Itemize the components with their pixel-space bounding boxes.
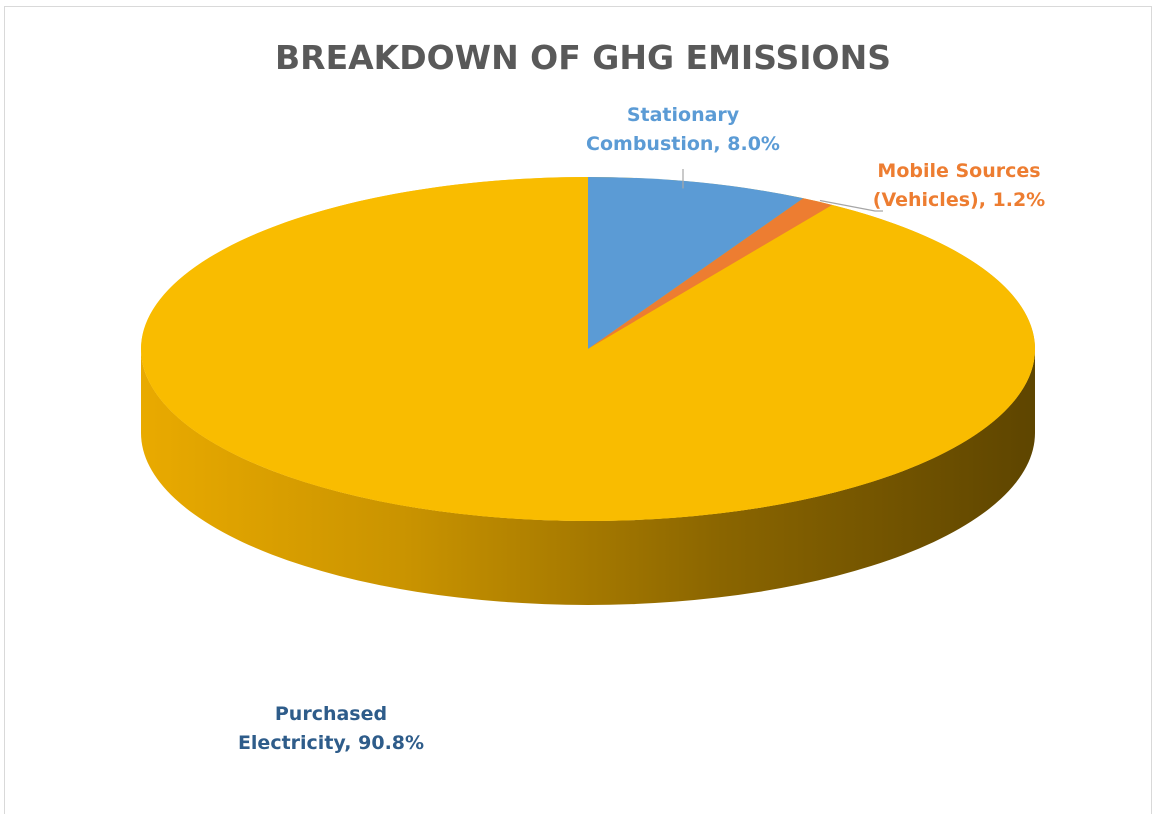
data-label-stationary-combustion: Stationary Combustion, 8.0%	[586, 104, 780, 155]
chart-title: BREAKDOWN OF GHG EMISSIONS	[275, 38, 891, 77]
data-label-line: Electricity, 90.8%	[238, 732, 424, 754]
data-label-purchased-electricity: Purchased Electricity, 90.8%	[238, 703, 424, 754]
data-label-line: Purchased	[275, 703, 387, 725]
data-labels: Stationary Combustion, 8.0% Mobile Sources…	[238, 104, 1045, 754]
pie-slice-stationary-combustion	[588, 177, 804, 349]
data-label-mobile-sources-vehicles: Mobile Sources (Vehicles), 1.2%	[873, 160, 1045, 211]
pie-slices	[141, 177, 1035, 522]
leader-lines	[682, 169, 883, 212]
pie-slice-purchased-electricity	[141, 177, 1035, 522]
chart-area: BREAKDOWN OF GHG EMISSIONS Stationary Com…	[4, 6, 1152, 814]
pie-side-face	[141, 349, 1035, 605]
data-label-line: (Vehicles), 1.2%	[873, 189, 1045, 211]
pie-chart: BREAKDOWN OF GHG EMISSIONS Stationary Com…	[141, 38, 1045, 754]
data-label-line: Mobile Sources	[877, 160, 1040, 182]
pie-slice-mobile-sources-vehicles	[588, 198, 833, 349]
leader-line-mobile-sources	[819, 199, 883, 212]
data-label-line: Combustion, 8.0%	[586, 133, 780, 155]
data-label-line: Stationary	[627, 104, 740, 126]
